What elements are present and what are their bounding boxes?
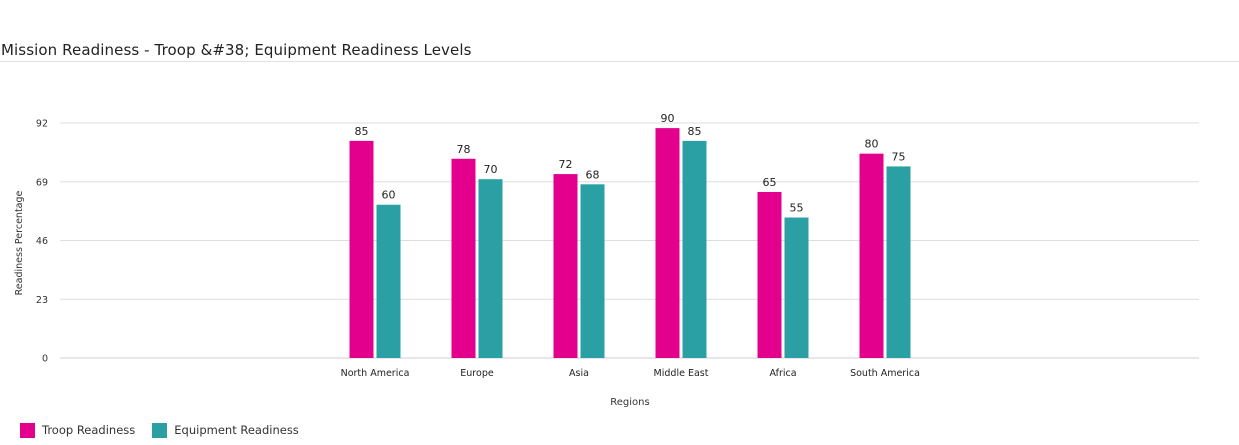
y-tick-label: 46	[36, 236, 48, 247]
data-label: 60	[382, 189, 396, 202]
legend: Troop Readiness Equipment Readiness	[20, 421, 316, 439]
x-axis-title: Regions	[610, 397, 649, 408]
data-label: 80	[865, 138, 879, 151]
y-tick-label: 92	[36, 119, 48, 130]
data-label: 85	[355, 125, 369, 138]
data-label: 85	[688, 125, 702, 138]
gridlines	[60, 122, 1199, 359]
x-tick-label: North America	[341, 368, 410, 379]
data-label: 65	[763, 176, 777, 189]
data-labels: 85 60 78 70 72 68 90 85 65 55 80 75	[355, 112, 906, 214]
data-label: 55	[790, 202, 804, 215]
data-label: 75	[892, 150, 906, 163]
y-tick-label: 69	[36, 177, 48, 188]
legend-item-equipment[interactable]: Equipment Readiness	[152, 422, 299, 438]
data-label: 70	[484, 163, 498, 176]
x-tick-label: Europe	[460, 368, 494, 379]
bar-equipment[interactable]	[784, 217, 809, 358]
data-label: 90	[661, 112, 675, 125]
legend-swatch-troop	[20, 422, 35, 438]
x-axis-ticks: North America Europe Asia Middle East Africa…	[341, 368, 920, 379]
bar-equipment[interactable]	[478, 179, 503, 358]
legend-item-troop[interactable]: Troop Readiness	[20, 422, 136, 438]
bar-equipment[interactable]	[886, 166, 911, 358]
y-axis-ticks: 0 23 46 69 92	[36, 119, 48, 365]
chart-header: Mission Readiness - Troop &#38; Equipmen…	[0, 0, 1239, 62]
y-tick-label: 0	[42, 354, 48, 365]
bars	[349, 128, 911, 358]
bar-troop[interactable]	[349, 140, 374, 358]
x-tick-label: Asia	[569, 368, 589, 379]
data-label: 68	[586, 168, 600, 181]
bar-equipment[interactable]	[682, 140, 707, 358]
legend-label-equipment: Equipment Readiness	[174, 423, 299, 437]
y-axis-title: Readiness Percentage	[14, 190, 25, 295]
x-tick-label: Africa	[769, 368, 796, 379]
legend-label-troop: Troop Readiness	[42, 423, 136, 437]
chart-title: Mission Readiness - Troop &#38; Equipmen…	[1, 41, 472, 59]
x-tick-label: Middle East	[654, 368, 709, 379]
bar-troop[interactable]	[451, 158, 476, 358]
bar-troop[interactable]	[655, 128, 680, 358]
data-label: 72	[559, 158, 573, 171]
data-label: 78	[457, 143, 471, 156]
bar-equipment[interactable]	[580, 184, 605, 358]
bar-equipment[interactable]	[376, 204, 401, 358]
bar-troop[interactable]	[859, 153, 884, 358]
y-tick-label: 23	[36, 295, 48, 306]
legend-swatch-equipment	[152, 422, 168, 438]
x-tick-label: South America	[850, 368, 920, 379]
bar-troop[interactable]	[757, 191, 782, 358]
bar-troop[interactable]	[553, 174, 578, 358]
